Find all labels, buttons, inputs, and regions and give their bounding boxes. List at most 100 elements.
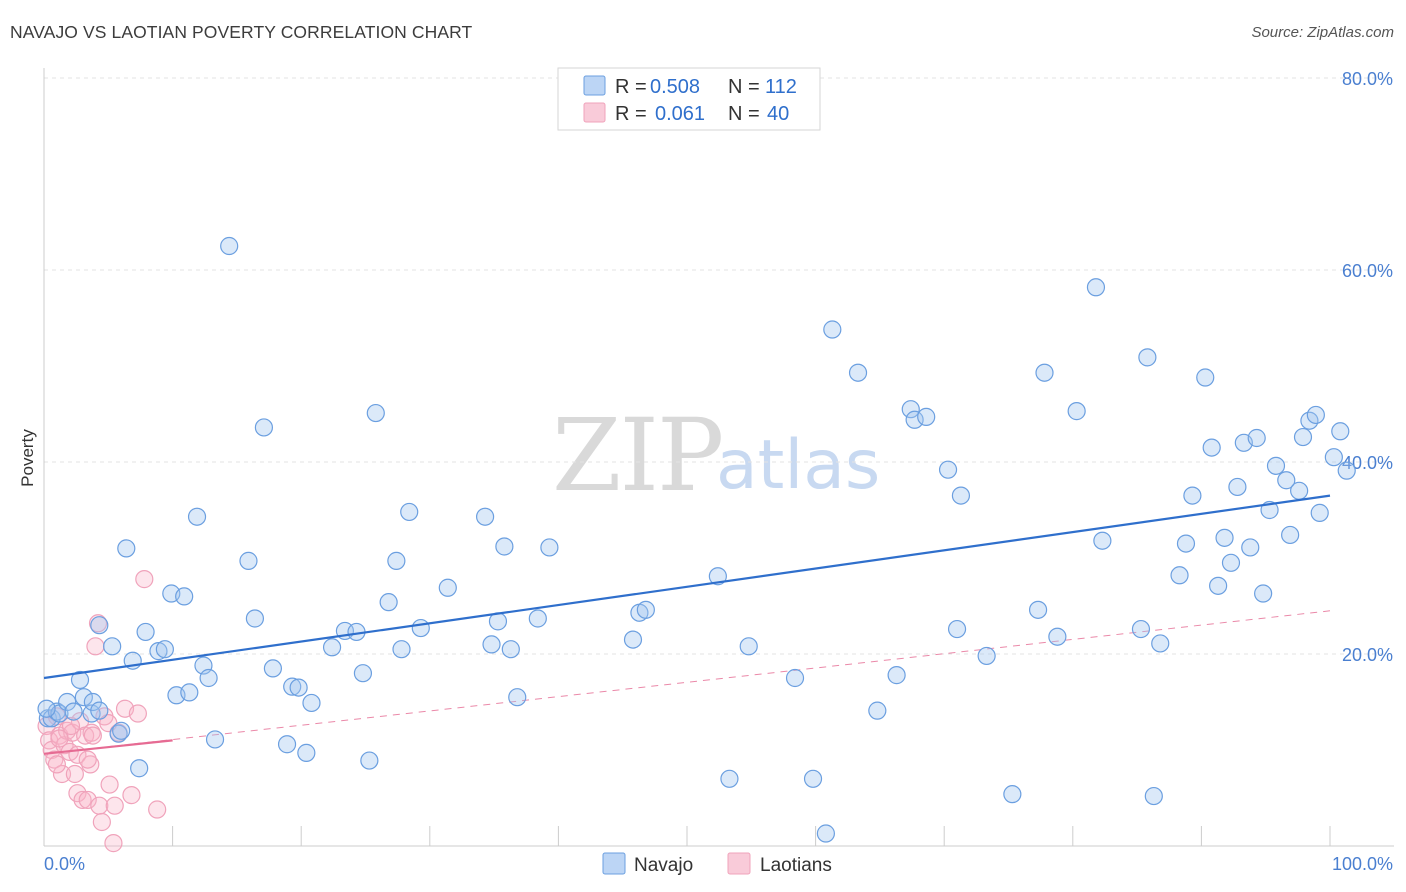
- navajo-point: [1247, 428, 1266, 448]
- stats-legend: R = 0.508 N = 112 R = 0.061 N = 40: [557, 67, 821, 131]
- navajo-point: [277, 735, 297, 754]
- laotians-point: [135, 570, 154, 589]
- navajo-n-label: N =: [728, 76, 760, 98]
- navajo-point: [289, 678, 308, 697]
- navajo-point: [720, 769, 739, 788]
- navajo-point: [951, 486, 971, 505]
- navajo-point: [392, 640, 411, 659]
- navajo-point: [70, 670, 90, 690]
- navajo-point: [540, 538, 559, 557]
- navajo-point: [636, 600, 655, 619]
- x-tick-label: 100.0%: [1332, 854, 1393, 874]
- laotians-point: [73, 790, 92, 810]
- navajo-point: [297, 743, 316, 762]
- laotians-point: [45, 750, 64, 769]
- navajo-point: [1293, 427, 1313, 447]
- laotians-point: [50, 729, 69, 748]
- navajo-point: [130, 759, 149, 778]
- navajo-point: [1131, 619, 1151, 639]
- watermark-zip: ZIP: [552, 397, 722, 514]
- navajo-point: [254, 418, 274, 437]
- navajo-point: [199, 668, 218, 688]
- navajo-point: [37, 699, 56, 718]
- navajo-point: [136, 622, 155, 642]
- navajo-point: [1221, 553, 1241, 572]
- navajo-point: [887, 666, 906, 685]
- navajo-point: [58, 692, 77, 712]
- navajo-point: [109, 724, 128, 743]
- legend-navajo-swatch: [602, 852, 626, 875]
- navajo-point: [495, 537, 514, 556]
- navajo-point: [1144, 786, 1163, 806]
- y-tick-label: 60.0%: [1342, 261, 1393, 281]
- navajo-point: [917, 407, 936, 426]
- laotians-r-label: R =: [615, 103, 647, 125]
- navajo-point: [38, 709, 57, 728]
- navajo-point: [322, 638, 342, 657]
- navajo-point: [508, 688, 527, 707]
- navajo-point: [187, 507, 207, 526]
- data-points: [37, 236, 1356, 853]
- laotians-point: [104, 834, 123, 853]
- laotians-point: [86, 637, 105, 656]
- navajo-point: [353, 664, 373, 683]
- laotians-point: [78, 790, 97, 810]
- watermark: ZIP atlas: [552, 397, 880, 514]
- laotians-point: [148, 800, 167, 819]
- laotians-point: [81, 755, 100, 774]
- laotians-point: [128, 704, 147, 723]
- navajo-point: [239, 551, 258, 570]
- laotians-point: [105, 796, 124, 815]
- navajo-point: [1196, 368, 1215, 387]
- y-tick-label: 20.0%: [1342, 645, 1393, 665]
- source-credit: Source: ZipAtlas.com: [1251, 24, 1394, 41]
- laotians-point: [47, 755, 66, 774]
- laotians-point: [52, 764, 72, 784]
- watermark-atlas: atlas: [716, 426, 880, 505]
- navajo-point: [74, 688, 93, 707]
- navajo-point: [175, 587, 194, 606]
- navajo-point: [1277, 471, 1296, 490]
- navajo-point: [180, 683, 199, 702]
- navajo-point: [90, 701, 109, 720]
- navajo-point: [1151, 634, 1170, 653]
- navajo-point: [816, 824, 835, 843]
- navajo-point: [1266, 456, 1286, 475]
- navajo-point: [1093, 531, 1112, 550]
- navajo-trend-line: [43, 494, 1331, 680]
- navajo-point: [103, 637, 122, 656]
- navajo-point: [708, 567, 727, 586]
- navajo-point: [1138, 348, 1157, 367]
- navajo-point: [149, 642, 168, 661]
- navajo-point: [1048, 627, 1067, 646]
- laotians-trend-line: [43, 739, 173, 755]
- y-axis-label: Poverty: [18, 429, 37, 487]
- legend-navajo-label: Navajo: [634, 855, 693, 876]
- navajo-point: [1003, 785, 1022, 804]
- navajo-point: [1281, 525, 1300, 545]
- navajo-point: [400, 502, 419, 522]
- laotians-n-value: 40: [767, 103, 789, 125]
- navajo-point: [64, 702, 83, 721]
- navajo-point: [1086, 278, 1106, 297]
- navajo-point: [112, 721, 131, 740]
- navajo-point: [1241, 538, 1260, 557]
- navajo-swatch: [583, 75, 606, 96]
- navajo-r-value: 0.508: [650, 76, 700, 98]
- navajo-point: [283, 677, 302, 696]
- laotians-point: [122, 786, 141, 805]
- navajo-point: [528, 609, 547, 628]
- navajo-point: [1202, 438, 1221, 457]
- navajo-point: [868, 701, 887, 720]
- navajo-point: [205, 730, 225, 749]
- navajo-point: [823, 320, 842, 339]
- navajo-point: [438, 578, 457, 597]
- navajo-point: [1310, 503, 1329, 522]
- navajo-point: [848, 363, 868, 382]
- navajo-point: [1170, 566, 1189, 585]
- navajo-r-label: R =: [615, 76, 647, 98]
- laotians-r-value: 0.061: [655, 103, 705, 125]
- navajo-point: [302, 693, 321, 713]
